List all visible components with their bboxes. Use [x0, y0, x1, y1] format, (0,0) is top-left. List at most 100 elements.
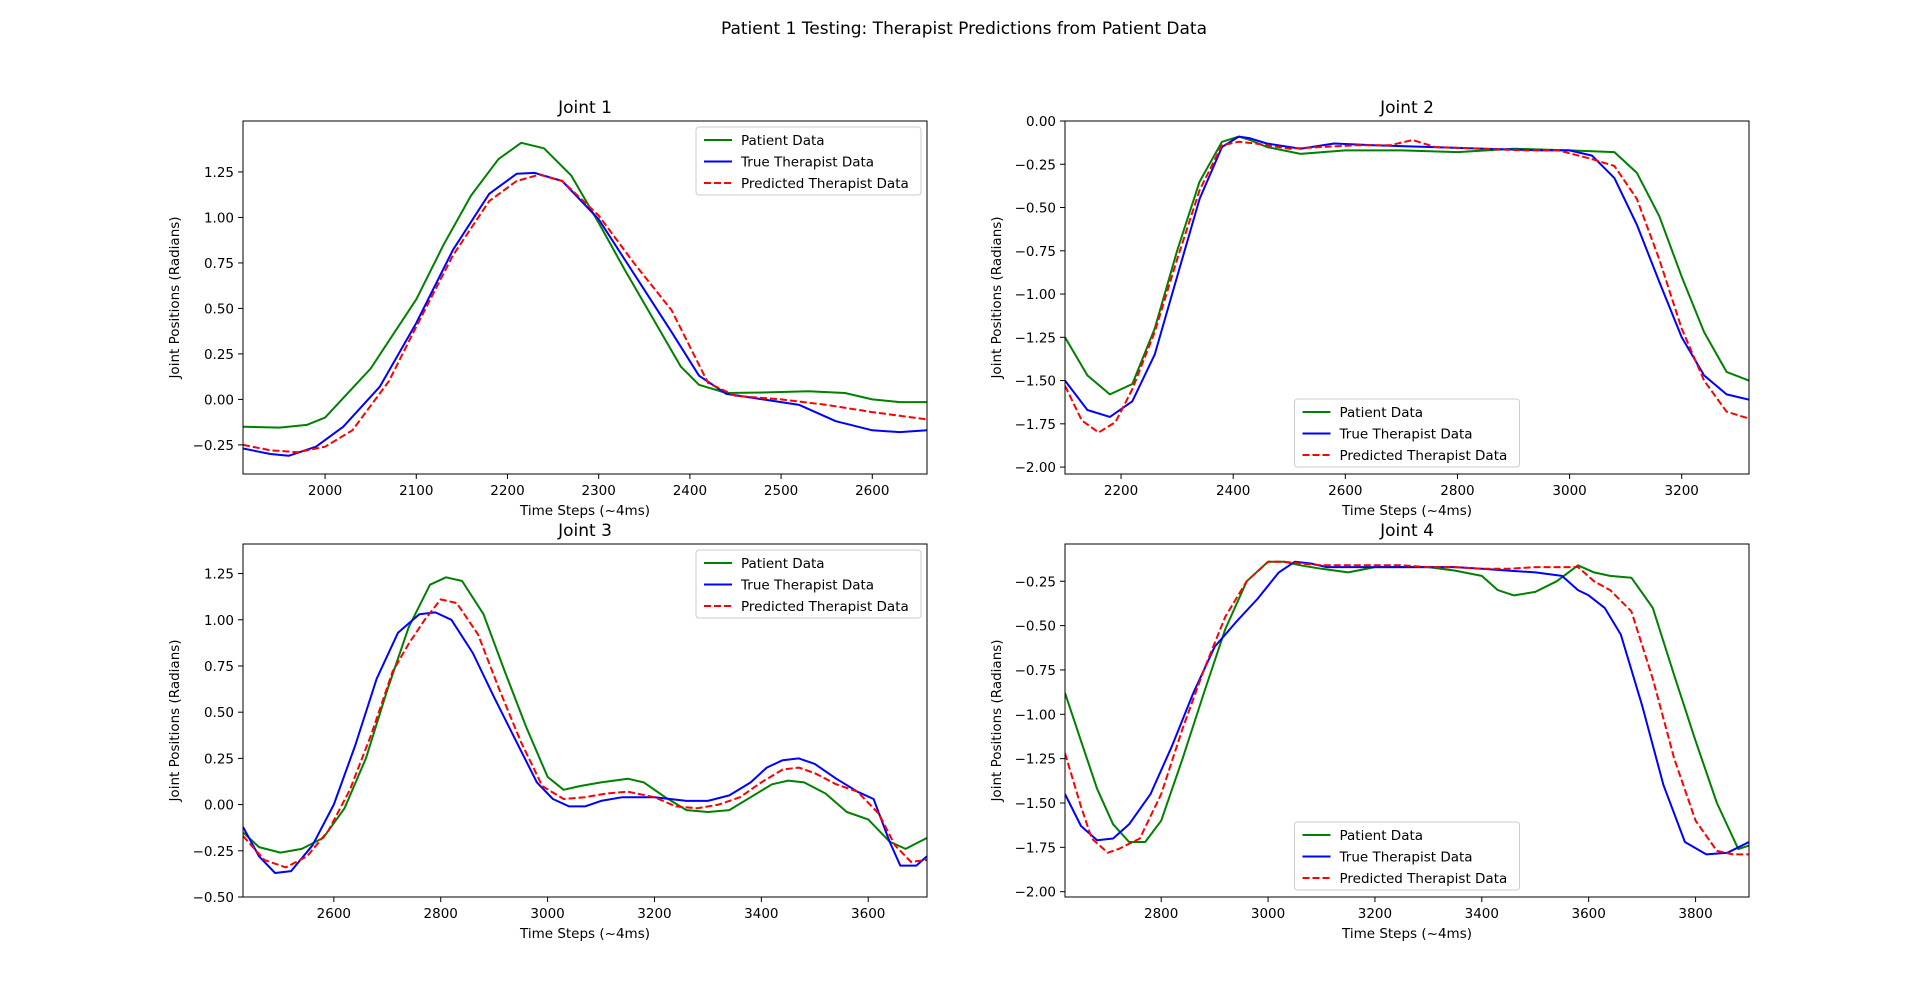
chart-title: Joint 3: [557, 521, 612, 541]
legend-label: Patient Data: [1340, 405, 1424, 421]
legend: Patient Data True Therapist Data Predicted…: [1294, 821, 1520, 891]
x-tick-label: 2500: [764, 483, 798, 499]
x-axis-label: Time Steps (~4ms): [519, 503, 650, 519]
y-tick-label: 0.25: [204, 347, 234, 363]
y-tick-label: 0.00: [1026, 114, 1056, 130]
x-tick-label: 2600: [1328, 483, 1362, 499]
legend-label: Patient Data: [1340, 828, 1424, 844]
x-tick-label: 2800: [1440, 483, 1474, 499]
series-line-predicted-therapist: [1065, 560, 1749, 856]
x-tick-label: 2600: [317, 906, 351, 922]
y-tick-label: 0.50: [204, 705, 234, 721]
legend-label: Predicted Therapist Data: [741, 176, 909, 192]
chart-panel-joint-4: Joint 4 2800 3000 3200 3400 3600 3800 −2.00 −1.7…: [989, 521, 1750, 942]
y-axis-label: Joint Positions (Radians): [989, 216, 1005, 379]
y-tick-label: −1.00: [1015, 287, 1056, 303]
x-tick-label: 3200: [637, 906, 671, 922]
legend-label: True Therapist Data: [740, 578, 874, 594]
x-axis-label: Time Steps (~4ms): [1341, 926, 1472, 942]
legend-box: [1294, 821, 1520, 891]
x-tick-label: 3600: [1572, 906, 1606, 922]
axes-frame: [242, 120, 928, 475]
plot-area: [243, 141, 927, 457]
y-tick-label: 1.25: [204, 165, 234, 181]
x-tick-label: 2200: [490, 483, 524, 499]
legend: Patient Data True Therapist Data Predicted…: [695, 549, 922, 619]
series-line-true-therapist: [1065, 560, 1749, 856]
chart-title: Joint 2: [1379, 98, 1434, 118]
x-tick-label: 3000: [530, 906, 564, 922]
series-line-patient: [1065, 560, 1749, 851]
chart-panel-joint-1: Joint 1 2000 2100 2200 2300 2400 2500 2600 −0.25…: [167, 98, 928, 519]
legend: Patient Data True Therapist Data Predicted…: [695, 126, 922, 196]
legend-label: True Therapist Data: [740, 155, 874, 171]
series-line-predicted-therapist: [1065, 139, 1749, 434]
x-tick-label: 3000: [1552, 483, 1586, 499]
y-tick-label: 1.00: [204, 613, 234, 629]
x-tick-label: 3400: [1465, 906, 1499, 922]
x-tick-label: 2100: [399, 483, 433, 499]
y-tick-label: 0.00: [204, 798, 234, 814]
chart-title: Joint 4: [1379, 521, 1434, 541]
chart-panel-joint-3: Joint 3 2600 2800 3000 3200 3400 3600 −0.50 −0.2…: [167, 521, 928, 942]
series-line-true-therapist: [243, 611, 927, 874]
x-tick-label: 3200: [1665, 483, 1699, 499]
x-tick-label: 2000: [308, 483, 342, 499]
series-line-true-therapist: [1065, 135, 1749, 418]
y-tick-label: −0.75: [1015, 663, 1056, 679]
y-tick-label: 1.25: [204, 567, 234, 583]
series-line-patient: [1065, 135, 1749, 396]
series-line-patient: [243, 141, 927, 429]
legend-label: Predicted Therapist Data: [1340, 448, 1508, 464]
legend-label: Predicted Therapist Data: [741, 599, 909, 615]
y-tick-label: −0.25: [1015, 157, 1056, 173]
chart-panel-joint-2: Joint 2 2200 2400 2600 2800 3000 3200 −2.00 −1.7…: [989, 98, 1750, 519]
y-tick-label: −1.25: [1015, 752, 1056, 768]
axes-frame: [242, 543, 928, 898]
x-tick-label: 3400: [744, 906, 778, 922]
series-line-predicted-therapist: [243, 173, 927, 454]
legend-label: True Therapist Data: [1339, 427, 1473, 443]
x-axis-label: Time Steps (~4ms): [1341, 503, 1472, 519]
y-tick-label: −0.25: [193, 844, 234, 860]
y-tick-label: −0.25: [1015, 574, 1056, 590]
legend-box: [695, 549, 922, 619]
chart-title: Joint 1: [557, 98, 612, 118]
y-tick-label: 1.00: [204, 210, 234, 226]
x-tick-label: 2800: [1144, 906, 1178, 922]
y-tick-label: −1.75: [1015, 417, 1056, 433]
legend-label: Predicted Therapist Data: [1340, 871, 1508, 887]
legend-box: [695, 126, 922, 196]
x-tick-label: 3800: [1678, 906, 1712, 922]
series-line-patient: [243, 576, 927, 854]
x-tick-label: 3000: [1251, 906, 1285, 922]
y-tick-label: 0.25: [204, 751, 234, 767]
plot-area: [1065, 135, 1749, 434]
y-tick-label: −0.50: [1015, 201, 1056, 217]
y-tick-label: −0.25: [193, 438, 234, 454]
y-axis-label: Joint Positions (Radians): [989, 639, 1005, 802]
y-tick-label: −1.00: [1015, 707, 1056, 723]
y-axis-label: Joint Positions (Radians): [167, 639, 183, 802]
x-tick-label: 2400: [1216, 483, 1250, 499]
legend-box: [1294, 398, 1520, 468]
axes-frame: [1064, 543, 1750, 898]
y-tick-label: 0.00: [204, 392, 234, 408]
y-tick-label: −2.00: [1015, 885, 1056, 901]
x-tick-label: 2400: [673, 483, 707, 499]
series-line-true-therapist: [243, 171, 927, 457]
y-tick-label: −2.00: [1015, 460, 1056, 476]
series-line-predicted-therapist: [243, 598, 927, 869]
x-tick-label: 2200: [1104, 483, 1138, 499]
y-tick-label: 0.75: [204, 659, 234, 675]
y-tick-label: −1.25: [1015, 330, 1056, 346]
plot-area: [243, 576, 927, 874]
y-tick-label: −1.50: [1015, 796, 1056, 812]
y-tick-label: −0.50: [1015, 619, 1056, 635]
y-tick-label: 0.50: [204, 301, 234, 317]
x-tick-label: 2600: [855, 483, 889, 499]
x-tick-label: 3200: [1358, 906, 1392, 922]
x-tick-label: 3600: [851, 906, 885, 922]
x-tick-label: 2300: [582, 483, 616, 499]
